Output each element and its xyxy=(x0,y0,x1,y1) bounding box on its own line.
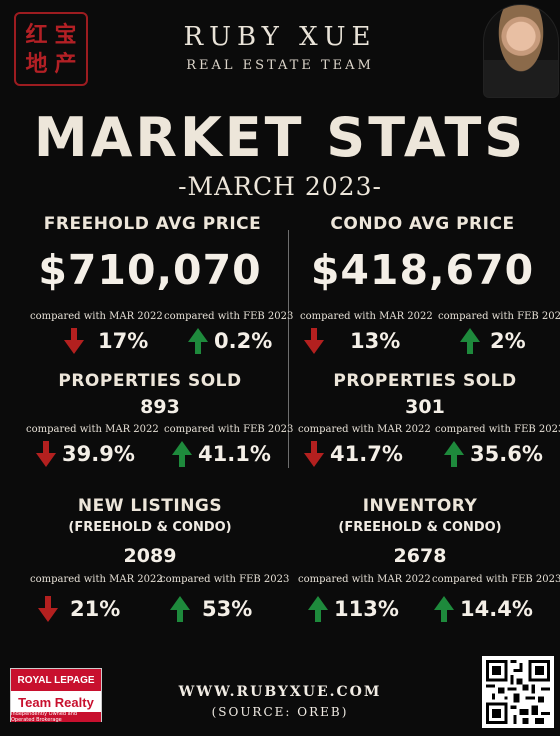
condo-cmp-month: compared with FEB 2023 xyxy=(438,311,560,322)
up-arrow-icon xyxy=(170,596,190,622)
freehold-cmp-month: compared with FEB 2023 xyxy=(164,311,294,322)
freehold-change-month: 0.2% xyxy=(188,328,272,354)
logo-line2: Team Realty xyxy=(18,694,94,710)
freehold-price-label: FREEHOLD AVG PRICE xyxy=(43,214,262,234)
seal-char: 红 xyxy=(25,21,48,48)
column-divider xyxy=(288,230,289,468)
seal-char: 产 xyxy=(54,50,77,77)
brand-seal-logo: 红 宝 地 产 xyxy=(14,12,88,86)
down-arrow-icon xyxy=(38,596,58,622)
freehold-change-month-value: 0.2% xyxy=(214,329,273,353)
freehold-avg-price: $710,070 xyxy=(38,246,262,294)
inventory-change-year: 113% xyxy=(308,596,399,622)
inventory-cmp-year: compared with MAR 2022 xyxy=(298,574,431,585)
royal-lepage-logo: ROYAL LEPAGE Team Realty Independently O… xyxy=(10,668,102,723)
inventory-change-month: 14.4% xyxy=(434,596,533,622)
down-arrow-icon xyxy=(304,441,324,467)
inventory-value: 2678 xyxy=(393,545,447,567)
condo-change-month: 2% xyxy=(460,328,526,354)
logo-line1: ROYAL LEPAGE xyxy=(11,669,101,691)
up-arrow-icon xyxy=(444,441,464,467)
condo-price-label: CONDO AVG PRICE xyxy=(330,214,515,234)
condo-sold-change-year: 41.7% xyxy=(304,441,403,467)
up-arrow-icon xyxy=(188,328,208,354)
listings-change-year: 21% xyxy=(38,596,120,622)
logo-line3: Independently Owned and Operated Brokera… xyxy=(11,711,101,723)
freehold-cmp-year: compared with MAR 2022 xyxy=(30,311,163,322)
listings-change-year-value: 21% xyxy=(70,597,121,621)
condo-change-year-value: 13% xyxy=(350,329,401,353)
up-arrow-icon xyxy=(308,596,328,622)
qr-code-icon[interactable] xyxy=(482,656,554,728)
page-subtitle: -MARCH 2023- xyxy=(178,172,382,201)
inventory-change-month-value: 14.4% xyxy=(460,597,533,621)
condo-change-month-value: 2% xyxy=(490,329,526,353)
condo-sold-change-month: 35.6% xyxy=(444,441,543,467)
brand-name: RUBY XUE xyxy=(183,22,377,52)
up-arrow-icon xyxy=(460,328,480,354)
inventory-sublabel: (FREEHOLD & CONDO) xyxy=(338,520,502,535)
source-note: (SOURCE: OREB) xyxy=(211,705,349,719)
brand-team: REAL ESTATE TEAM xyxy=(186,58,374,73)
listings-label: NEW LISTINGS xyxy=(77,496,223,516)
inventory-cmp-month: compared with FEB 2023 xyxy=(432,574,560,585)
inventory-change-year-value: 113% xyxy=(334,597,399,621)
seal-char: 地 xyxy=(25,50,48,77)
down-arrow-icon xyxy=(304,328,324,354)
website-link[interactable]: WWW.RUBYXUE.COM xyxy=(178,684,382,700)
freehold-sold-change-year: 39.9% xyxy=(36,441,135,467)
up-arrow-icon xyxy=(434,596,454,622)
condo-cmp-year: compared with MAR 2022 xyxy=(300,311,433,322)
freehold-sold-change-month-value: 41.1% xyxy=(198,442,271,466)
condo-sold-change-month-value: 35.6% xyxy=(470,442,543,466)
page-title: MARKET STATS xyxy=(33,106,527,169)
listings-sublabel: (FREEHOLD & CONDO) xyxy=(68,520,232,535)
up-arrow-icon xyxy=(172,441,192,467)
freehold-change-year: 17% xyxy=(64,328,148,354)
down-arrow-icon xyxy=(64,328,84,354)
freehold-sold-value: 893 xyxy=(140,396,180,418)
condo-sold-label: PROPERTIES SOLD xyxy=(333,371,517,391)
condo-sold-cmp-month: compared with FEB 2023 xyxy=(435,424,560,435)
condo-avg-price: $418,670 xyxy=(310,246,535,294)
freehold-sold-cmp-year: compared with MAR 2022 xyxy=(26,424,159,435)
listings-change-month: 53% xyxy=(170,596,252,622)
freehold-sold-label: PROPERTIES SOLD xyxy=(58,371,242,391)
inventory-label: INVENTORY xyxy=(362,496,478,516)
agent-avatar xyxy=(483,4,559,98)
listings-change-month-value: 53% xyxy=(202,597,253,621)
listings-cmp-month: compared with FEB 2023 xyxy=(160,574,290,585)
listings-value: 2089 xyxy=(123,545,177,567)
seal-char: 宝 xyxy=(54,21,77,48)
down-arrow-icon xyxy=(36,441,56,467)
condo-sold-value: 301 xyxy=(405,396,445,418)
freehold-change-year-value: 17% xyxy=(98,329,149,353)
condo-change-year: 13% xyxy=(304,328,400,354)
freehold-sold-change-year-value: 39.9% xyxy=(62,442,135,466)
listings-cmp-year: compared with MAR 2022 xyxy=(30,574,163,585)
freehold-sold-cmp-month: compared with FEB 2023 xyxy=(164,424,294,435)
freehold-sold-change-month: 41.1% xyxy=(172,441,271,467)
condo-sold-cmp-year: compared with MAR 2022 xyxy=(298,424,431,435)
condo-sold-change-year-value: 41.7% xyxy=(330,442,403,466)
